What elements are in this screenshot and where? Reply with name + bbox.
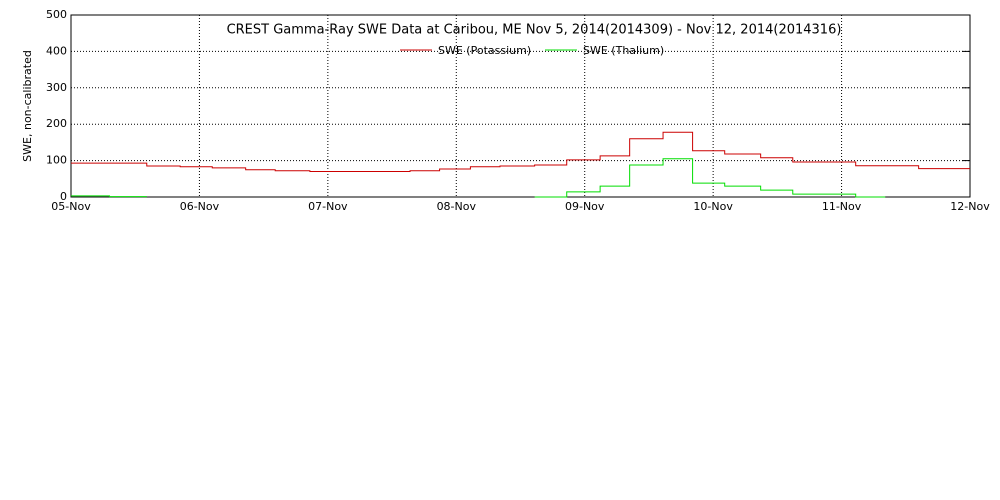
y-tick-label: 0 xyxy=(60,190,67,203)
x-tick-label: 05-Nov xyxy=(51,200,91,213)
series-line xyxy=(71,131,970,173)
x-tick-label: 11-Nov xyxy=(822,200,862,213)
legend-label: SWE (Thalium) xyxy=(583,44,664,57)
chart-title: CREST Gamma-Ray SWE Data at Caribou, ME … xyxy=(227,23,842,38)
x-tick-label: 12-Nov xyxy=(950,200,990,213)
series-line xyxy=(71,158,886,198)
x-tick-label: 09-Nov xyxy=(565,200,605,213)
y-tick-label: 300 xyxy=(46,81,67,94)
y-tick-label: 500 xyxy=(46,8,67,21)
x-tick-label: 08-Nov xyxy=(437,200,477,213)
y-tick-label: 400 xyxy=(46,44,67,57)
y-tick-label: 100 xyxy=(46,154,67,167)
legend-label: SWE (Potassium) xyxy=(438,44,531,57)
y-axis-label: SWE, non-calibrated xyxy=(21,50,34,162)
x-tick-label: 10-Nov xyxy=(693,200,733,213)
x-tick-label: 06-Nov xyxy=(180,200,220,213)
x-tick-label: 07-Nov xyxy=(308,200,348,213)
y-tick-label: 200 xyxy=(46,117,67,130)
